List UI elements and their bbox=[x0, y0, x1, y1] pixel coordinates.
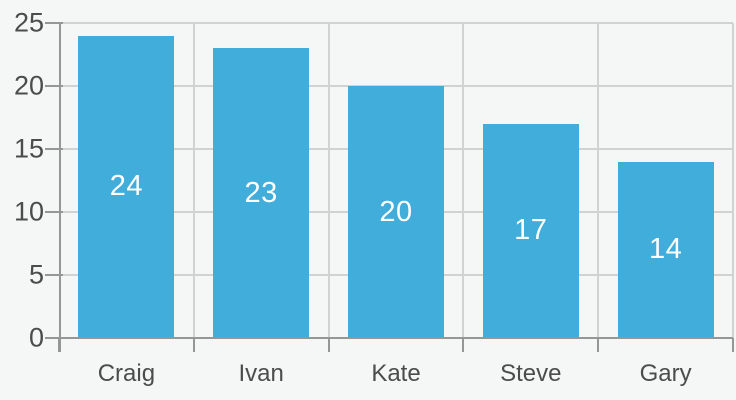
gridline-vertical bbox=[462, 23, 465, 338]
x-axis-category-label: Kate bbox=[371, 360, 421, 387]
y-axis-tick bbox=[45, 337, 63, 339]
bar-value-label: 14 bbox=[648, 233, 683, 266]
bar: 23 bbox=[213, 48, 310, 338]
bar-value-label: 23 bbox=[244, 176, 278, 209]
x-axis-category-label: Gary bbox=[639, 360, 692, 387]
y-axis-tick-label: 25 bbox=[13, 7, 44, 38]
gridline-horizontal bbox=[59, 22, 733, 24]
y-axis-tick bbox=[45, 211, 63, 213]
x-axis-category-label: Ivan bbox=[238, 360, 284, 387]
y-axis-tick bbox=[45, 22, 63, 24]
y-axis-tick-label: 5 bbox=[28, 259, 44, 290]
y-axis-tick bbox=[45, 148, 63, 150]
x-axis-tick bbox=[327, 338, 330, 352]
gridline-vertical bbox=[192, 23, 195, 338]
y-axis-tick-label: 0 bbox=[28, 322, 44, 353]
x-axis-tick bbox=[462, 338, 465, 352]
y-axis-tick-label: 10 bbox=[13, 196, 44, 227]
x-axis-line bbox=[45, 337, 733, 339]
bar: 20 bbox=[348, 86, 444, 338]
x-axis-category-label: Craig bbox=[97, 360, 156, 387]
x-axis-tick bbox=[732, 338, 734, 352]
bar: 24 bbox=[78, 35, 175, 338]
x-axis-tick bbox=[58, 338, 60, 352]
y-axis-tick bbox=[45, 274, 63, 276]
bar-value-label: 17 bbox=[514, 214, 548, 247]
gridline-vertical bbox=[327, 23, 330, 338]
bar: 14 bbox=[617, 161, 714, 338]
x-axis-category-label: Steve bbox=[500, 360, 562, 387]
gridline-vertical bbox=[732, 23, 734, 338]
x-axis-tick bbox=[597, 338, 600, 352]
y-axis-tick bbox=[45, 85, 63, 87]
y-axis-tick-label: 15 bbox=[13, 133, 44, 164]
bar-value-label: 24 bbox=[109, 170, 144, 203]
gridline-vertical bbox=[597, 23, 600, 338]
x-axis-tick bbox=[192, 338, 195, 352]
plot-area: 24 23 20 17 14 bbox=[59, 22, 734, 338]
y-axis-tick-label: 20 bbox=[13, 70, 44, 101]
y-axis-line bbox=[59, 23, 61, 352]
bar-value-label: 20 bbox=[379, 195, 413, 228]
bar: 17 bbox=[482, 123, 579, 338]
